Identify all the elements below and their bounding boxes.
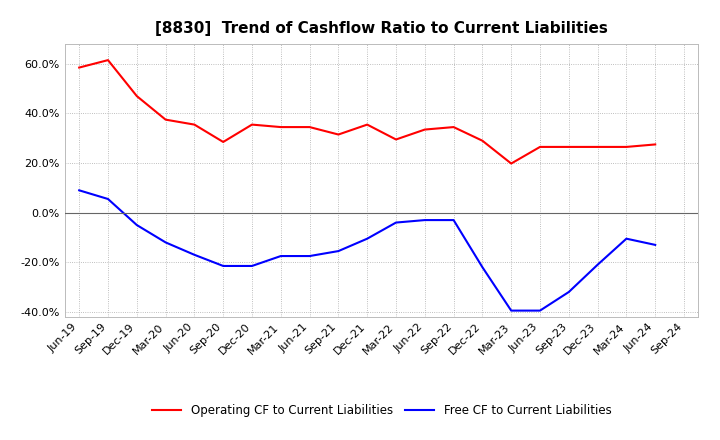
Free CF to Current Liabilities [420, 217, 429, 223]
Free CF to Current Liabilities [507, 308, 516, 313]
Operating CF to Current Liabilities [104, 58, 112, 63]
Title: [8830]  Trend of Cashflow Ratio to Current Liabilities: [8830] Trend of Cashflow Ratio to Curren… [156, 21, 608, 36]
Free CF to Current Liabilities [334, 249, 343, 254]
Free CF to Current Liabilities [363, 236, 372, 241]
Operating CF to Current Liabilities [132, 93, 141, 99]
Operating CF to Current Liabilities [161, 117, 170, 122]
Free CF to Current Liabilities [219, 263, 228, 268]
Free CF to Current Liabilities [564, 290, 573, 295]
Operating CF to Current Liabilities [248, 122, 256, 127]
Free CF to Current Liabilities [132, 222, 141, 227]
Operating CF to Current Liabilities [593, 144, 602, 150]
Free CF to Current Liabilities [392, 220, 400, 225]
Legend: Operating CF to Current Liabilities, Free CF to Current Liabilities: Operating CF to Current Liabilities, Fre… [147, 399, 616, 422]
Free CF to Current Liabilities [161, 240, 170, 245]
Free CF to Current Liabilities [248, 263, 256, 268]
Free CF to Current Liabilities [305, 253, 314, 259]
Free CF to Current Liabilities [593, 262, 602, 268]
Operating CF to Current Liabilities [75, 65, 84, 70]
Free CF to Current Liabilities [478, 264, 487, 270]
Free CF to Current Liabilities [190, 252, 199, 257]
Free CF to Current Liabilities [75, 188, 84, 193]
Operating CF to Current Liabilities [190, 122, 199, 127]
Free CF to Current Liabilities [104, 196, 112, 202]
Line: Operating CF to Current Liabilities: Operating CF to Current Liabilities [79, 60, 655, 164]
Operating CF to Current Liabilities [622, 144, 631, 150]
Line: Free CF to Current Liabilities: Free CF to Current Liabilities [79, 191, 655, 311]
Free CF to Current Liabilities [276, 253, 285, 259]
Operating CF to Current Liabilities [305, 125, 314, 130]
Operating CF to Current Liabilities [363, 122, 372, 127]
Operating CF to Current Liabilities [392, 137, 400, 142]
Free CF to Current Liabilities [536, 308, 544, 313]
Free CF to Current Liabilities [622, 236, 631, 241]
Operating CF to Current Liabilities [276, 125, 285, 130]
Operating CF to Current Liabilities [651, 142, 660, 147]
Operating CF to Current Liabilities [536, 144, 544, 150]
Free CF to Current Liabilities [449, 217, 458, 223]
Operating CF to Current Liabilities [449, 125, 458, 130]
Free CF to Current Liabilities [651, 242, 660, 248]
Operating CF to Current Liabilities [334, 132, 343, 137]
Operating CF to Current Liabilities [478, 138, 487, 143]
Operating CF to Current Liabilities [219, 139, 228, 145]
Operating CF to Current Liabilities [564, 144, 573, 150]
Operating CF to Current Liabilities [420, 127, 429, 132]
Operating CF to Current Liabilities [507, 161, 516, 166]
